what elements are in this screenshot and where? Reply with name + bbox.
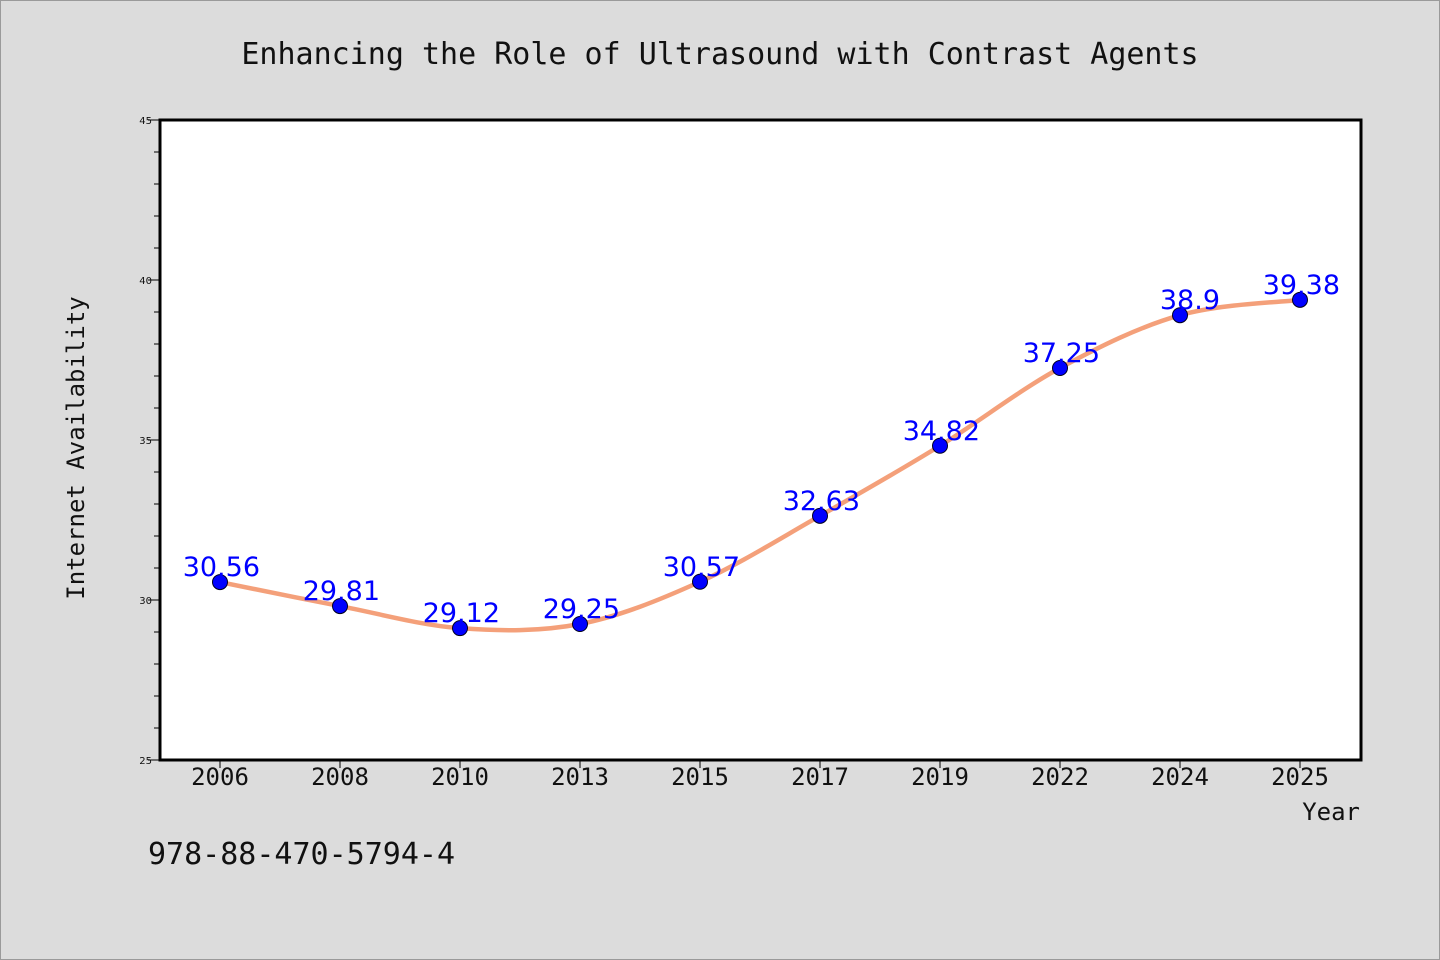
data-label: 32.63 [783, 486, 860, 517]
data-point [1172, 307, 1188, 324]
data-label: 29.25 [543, 594, 620, 625]
series-line [217, 297, 1303, 633]
x-axis-title: Year [1302, 798, 1360, 826]
data-labels: 30.56 29.81 29.12 29.25 30.57 32.63 34.82 37.25… [183, 270, 1340, 629]
data-point [692, 573, 708, 590]
x-tick-label: 2006 [191, 763, 249, 791]
chart-title: Enhancing the Role of Ultrasound with Co… [241, 37, 1198, 72]
x-tick-label: 2024 [1151, 763, 1209, 791]
x-axis: 2006 2008 2010 2013 2015 2017 2019 2022 2024 2025 [191, 760, 1329, 791]
x-tick-label: 2015 [671, 763, 729, 791]
y-tick-label: 40 [139, 276, 152, 287]
data-point [1292, 291, 1308, 308]
y-tick-label: 25 [139, 756, 152, 767]
x-tick-label: 2017 [791, 763, 849, 791]
data-label: 38.9 [1160, 285, 1220, 316]
data-label: 39.38 [1263, 270, 1340, 301]
y-axis-title: Internet Availability [62, 296, 90, 599]
y-tick-label: 35 [139, 436, 152, 447]
data-label: 30.56 [183, 552, 260, 583]
data-point [1052, 360, 1068, 376]
y-axis: 25 30 35 40 45 [139, 116, 160, 767]
data-label: 29.81 [303, 576, 380, 607]
data-point [452, 620, 468, 637]
data-label: 34.82 [903, 416, 980, 447]
data-point [212, 574, 228, 591]
footnote: 978-88-470-5794-4 [148, 837, 455, 872]
x-tick-label: 2008 [311, 763, 369, 791]
x-tick-label: 2010 [431, 763, 489, 791]
data-markers [212, 291, 1308, 637]
y-tick-label: 30 [139, 596, 152, 607]
data-label: 37.25 [1023, 338, 1100, 369]
data-point [812, 507, 828, 524]
y-tick-label: 45 [139, 116, 152, 127]
x-tick-label: 2013 [551, 763, 609, 791]
x-tick-label: 2025 [1271, 763, 1329, 791]
data-point [332, 598, 348, 615]
data-point [572, 616, 588, 632]
x-tick-label: 2019 [911, 763, 969, 791]
data-label: 30.57 [663, 552, 740, 583]
x-tick-label: 2022 [1031, 763, 1089, 791]
plot-area [158, 118, 1363, 762]
data-label: 29.12 [423, 598, 500, 629]
data-point [932, 437, 948, 454]
